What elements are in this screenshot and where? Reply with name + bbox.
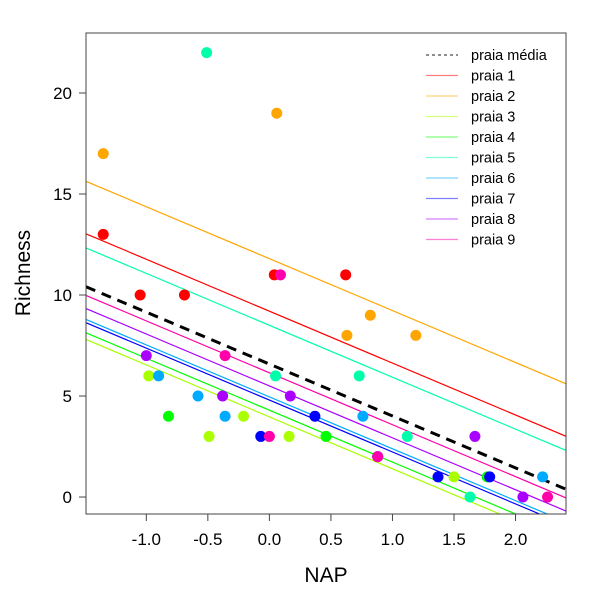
data-point-praia-6 — [357, 410, 369, 422]
data-point-praia-6 — [537, 471, 549, 483]
plot-frame — [85, 32, 567, 515]
legend-label: praia 9 — [471, 233, 515, 249]
regression-line-praia-6 — [86, 318, 549, 514]
y-axis: 0 5 10 15 20 — [53, 84, 86, 507]
data-point-praia-1 — [340, 269, 352, 281]
data-point-praia-9 — [274, 269, 286, 281]
data-point-praia-8 — [140, 350, 152, 362]
legend-label: praia 6 — [471, 171, 515, 187]
data-point-praia-7 — [255, 430, 267, 442]
data-point-praia-1 — [178, 289, 190, 301]
y-tick-label: 5 — [63, 387, 72, 406]
data-points — [97, 47, 554, 503]
x-tick-label: 0.5 — [319, 530, 343, 549]
data-point-praia-4 — [320, 430, 332, 442]
legend-label: praia média — [471, 48, 548, 64]
data-point-praia-5 — [353, 370, 365, 382]
legend-label: praia 3 — [471, 110, 515, 126]
data-point-praia-2 — [364, 309, 376, 321]
x-tick-label: 1.0 — [381, 530, 405, 549]
legend-label: praia 7 — [471, 192, 515, 208]
data-point-praia-2 — [271, 107, 283, 119]
data-point-praia-7 — [432, 471, 444, 483]
data-point-praia-5 — [401, 430, 413, 442]
x-tick-label: 0.0 — [258, 530, 282, 549]
legend-label: praia 4 — [471, 130, 515, 146]
data-point-praia-8 — [517, 491, 529, 503]
regression-line-praia-5 — [86, 247, 566, 451]
regression-line-praia-7 — [86, 322, 542, 514]
x-axis-label: NAP — [304, 564, 347, 587]
x-tick-label: 1.5 — [442, 530, 466, 549]
data-point-praia-9 — [372, 451, 384, 463]
data-point-praia-2 — [410, 329, 422, 341]
regression-lines — [86, 180, 566, 514]
data-point-praia-8 — [469, 430, 481, 442]
data-point-praia-3 — [143, 370, 155, 382]
data-point-praia-1 — [97, 228, 109, 240]
y-axis-label: Richness — [12, 230, 35, 316]
x-tick-label: 2.0 — [504, 530, 528, 549]
data-point-praia-1 — [134, 289, 146, 301]
x-tick-label: -1.0 — [132, 530, 161, 549]
data-point-praia-3 — [203, 430, 215, 442]
data-point-praia-5 — [270, 370, 282, 382]
legend-label: praia 2 — [471, 89, 515, 105]
data-point-praia-5 — [201, 47, 213, 59]
legend: praia média praia 1 praia 2 praia 3 praia 4 p… — [426, 48, 548, 249]
data-point-praia-2 — [97, 148, 109, 160]
x-axis: -1.0 -0.5 0.0 0.5 1.0 1.5 2.0 — [132, 514, 528, 549]
regression-line-praia-1 — [86, 233, 566, 437]
data-point-praia-7 — [309, 410, 321, 422]
data-point-praia-3 — [283, 430, 295, 442]
regression-line-mean — [86, 285, 566, 491]
data-point-praia-2 — [341, 329, 353, 341]
data-point-praia-5 — [464, 491, 476, 503]
data-point-praia-8 — [217, 390, 229, 402]
data-point-praia-8 — [284, 390, 296, 402]
data-point-praia-7 — [484, 471, 496, 483]
data-point-praia-6 — [153, 370, 165, 382]
y-tick-label: 20 — [53, 84, 72, 103]
x-tick-label: -0.5 — [193, 530, 222, 549]
legend-label: praia 5 — [471, 151, 515, 167]
data-point-praia-4 — [162, 410, 174, 422]
regression-line-praia-2 — [86, 180, 566, 385]
regression-line-praia-9 — [86, 294, 566, 499]
data-point-praia-3 — [238, 410, 250, 422]
data-point-praia-6 — [192, 390, 204, 402]
y-tick-label: 15 — [53, 185, 72, 204]
data-point-praia-9 — [219, 350, 231, 362]
data-point-praia-9 — [542, 491, 554, 503]
legend-label: praia 1 — [471, 69, 515, 85]
regression-line-praia-8 — [86, 308, 566, 512]
data-point-praia-6 — [219, 410, 231, 422]
y-tick-label: 10 — [53, 286, 72, 305]
data-point-praia-9 — [263, 430, 275, 442]
data-point-praia-3 — [448, 471, 460, 483]
legend-label: praia 8 — [471, 212, 515, 228]
y-tick-label: 0 — [63, 488, 72, 507]
